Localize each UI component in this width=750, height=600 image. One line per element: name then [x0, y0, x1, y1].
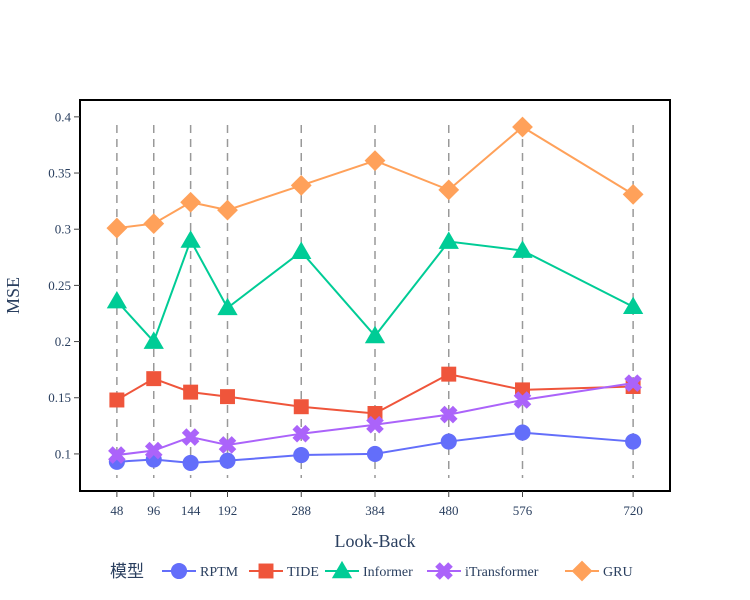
legend-label: Informer: [363, 565, 413, 580]
data-point: [106, 290, 128, 309]
data-point: [513, 391, 532, 409]
data-point: [625, 433, 642, 450]
legend-item: iTransformer: [427, 562, 539, 580]
legend-marker: [435, 562, 453, 580]
x-axis-title: Look-Back: [335, 531, 416, 551]
data-point: [106, 217, 128, 239]
data-point: [180, 191, 202, 213]
legend-item: GRU: [565, 560, 633, 582]
legend-marker: [170, 562, 188, 580]
data-point: [364, 150, 386, 172]
x-tick-label: 96: [147, 503, 161, 518]
data-point: [441, 366, 457, 382]
data-point: [293, 446, 310, 464]
x-tick-label: 576: [513, 503, 533, 518]
y-tick-label: 0.2: [55, 334, 71, 349]
series-rptm: [108, 424, 642, 471]
data-point: [292, 424, 311, 443]
y-tick-label: 0.25: [48, 278, 71, 293]
data-point: [438, 231, 459, 249]
legend-marker: [571, 560, 593, 582]
data-point: [217, 199, 238, 221]
legend-label: iTransformer: [465, 565, 539, 580]
data-point: [290, 174, 312, 196]
data-point: [624, 374, 642, 392]
legend-item: TIDE: [249, 563, 319, 580]
data-point: [144, 441, 163, 460]
data-point: [219, 452, 236, 469]
data-point: [220, 389, 235, 405]
data-point: [512, 240, 533, 258]
legend-label: GRU: [603, 565, 633, 580]
data-point: [364, 325, 386, 344]
data-point: [438, 179, 460, 201]
data-point: [293, 399, 309, 415]
legend-marker: [331, 560, 353, 579]
data-point: [108, 446, 126, 464]
data-point: [218, 436, 237, 454]
x-tick-label: 480: [439, 503, 459, 518]
x-tick-label: 192: [218, 503, 238, 518]
x-tick-label: 720: [623, 503, 643, 518]
legend: 模型 RPTM TIDE Informer iTransformer GRU: [110, 560, 633, 582]
y-axis-title: MSE: [3, 277, 23, 314]
data-point: [183, 384, 199, 400]
data-point: [217, 297, 238, 316]
legend-marker: [258, 563, 274, 579]
data-point: [180, 230, 201, 248]
data-point: [439, 405, 458, 424]
data-point: [143, 213, 165, 234]
y-axis: 0.1 0.15 0.2 0.25 0.3 0.35 0.4: [48, 109, 80, 461]
legend-title: 模型: [110, 562, 144, 581]
series-layer: [106, 116, 644, 471]
legend-item: RPTM: [162, 562, 239, 580]
series-gru: [106, 116, 644, 239]
x-axis: 48 96 144 192 288 384 480 576 720: [110, 491, 643, 518]
x-tick-label: 288: [292, 503, 312, 518]
data-point: [366, 445, 384, 462]
x-tick-label: 384: [365, 503, 385, 518]
data-point: [512, 116, 533, 138]
data-point: [182, 454, 199, 471]
series-informer: [106, 230, 644, 349]
data-point: [109, 392, 125, 408]
legend-label: RPTM: [200, 565, 239, 580]
data-point: [291, 241, 312, 259]
legend-label: TIDE: [287, 565, 319, 580]
legend-item: Informer: [325, 560, 413, 580]
data-point: [143, 331, 164, 349]
data-point: [440, 433, 457, 450]
series-itransformer: [108, 374, 642, 464]
y-tick-label: 0.15: [48, 390, 71, 405]
y-tick-label: 0.4: [55, 109, 72, 124]
y-tick-label: 0.1: [55, 446, 71, 461]
x-tick-label: 48: [110, 503, 123, 518]
data-point: [622, 296, 644, 315]
data-point: [146, 371, 162, 387]
data-point: [622, 183, 644, 205]
y-tick-label: 0.35: [48, 166, 71, 181]
x-tick-label: 144: [181, 503, 201, 518]
y-tick-label: 0.3: [55, 222, 71, 237]
data-point: [366, 415, 384, 434]
data-point: [514, 424, 531, 441]
data-point: [181, 428, 200, 446]
